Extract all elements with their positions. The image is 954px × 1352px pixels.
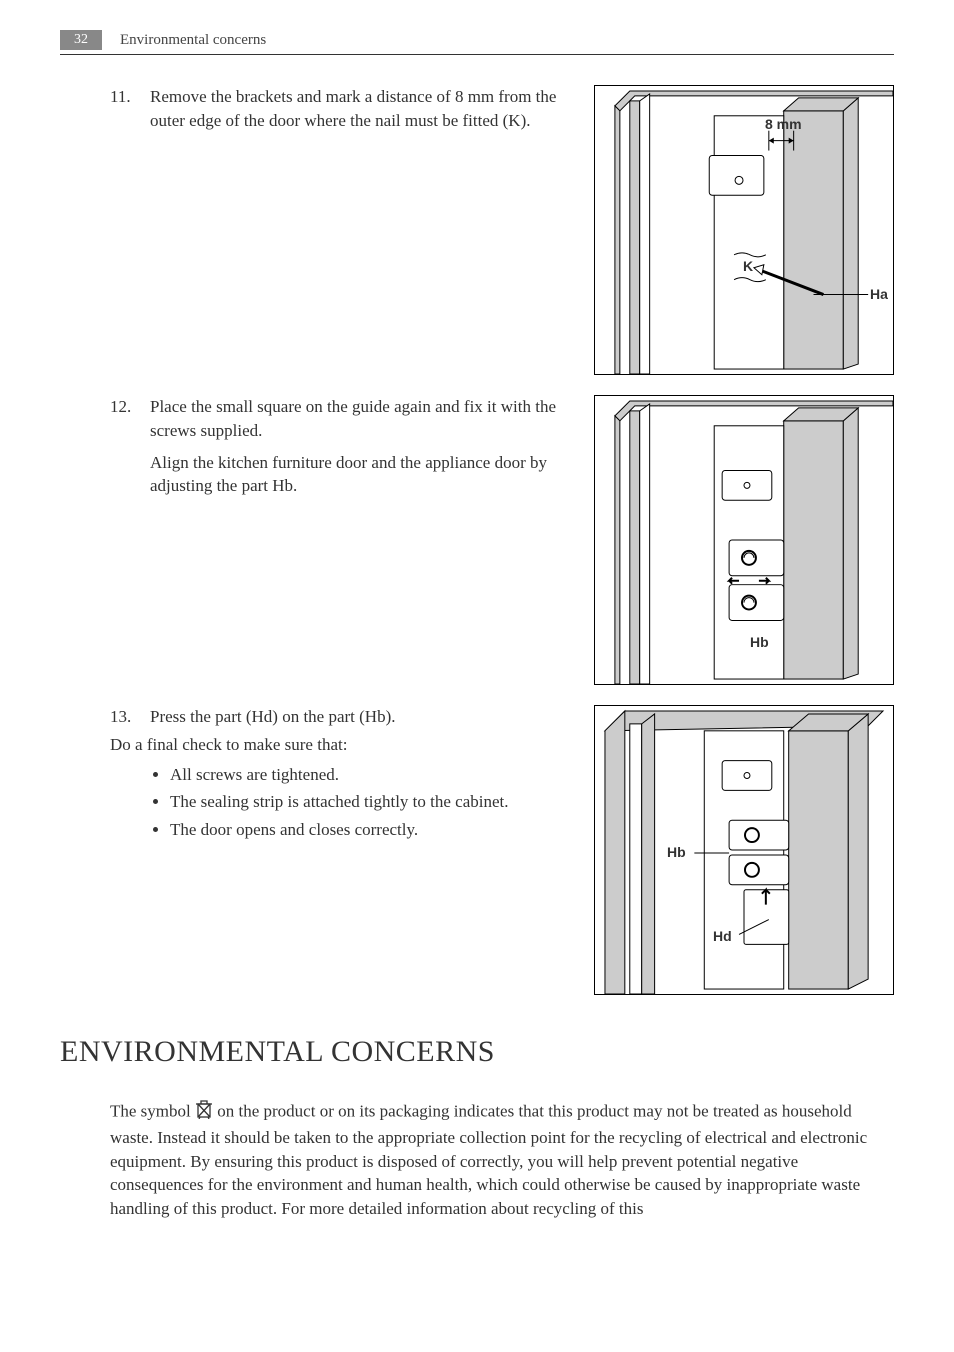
env-suffix: on the product or on its packaging indic… — [110, 1101, 867, 1218]
list-item: The door opens and closes correctly. — [170, 818, 574, 842]
step-body: Remove the brackets and mark a distance … — [150, 85, 574, 133]
step-sub: Align the kitchen furniture door and the… — [150, 451, 574, 499]
step-text: 12. Place the small square on the guide … — [110, 395, 574, 685]
list-item: All screws are tightened. — [170, 763, 574, 787]
label-hb: Hb — [750, 634, 769, 650]
diagram-step-13: Hb Hd — [594, 705, 894, 995]
check-intro: Do a final check to make sure that: — [110, 733, 574, 757]
recycle-bin-icon — [195, 1099, 213, 1126]
step-number: 12. — [110, 395, 142, 443]
diagram-step-12: Hb — [594, 395, 894, 685]
env-body: The symbol on the product or on its pack… — [60, 1099, 894, 1221]
page-number-box: 32 — [60, 30, 102, 50]
page-header: 32 Environmental concerns — [60, 30, 894, 55]
step-number: 13. — [110, 705, 142, 729]
label-hb2: Hb — [667, 844, 686, 860]
instruction-step-12: 12. Place the small square on the guide … — [60, 395, 894, 685]
diagram-step-11: 8 mm K Ha — [594, 85, 894, 375]
step-text: 11. Remove the brackets and mark a dista… — [110, 85, 574, 375]
step-body: Press the part (Hd) on the part (Hb). — [150, 705, 396, 729]
page-number: 32 — [74, 32, 88, 47]
label-ha: Ha — [870, 286, 888, 302]
label-8mm: 8 mm — [765, 116, 802, 132]
step-body: Place the small square on the guide agai… — [150, 395, 574, 443]
instruction-step-11: 11. Remove the brackets and mark a dista… — [60, 85, 894, 375]
env-prefix: The symbol — [110, 1101, 195, 1120]
instruction-step-13: 13. Press the part (Hd) on the part (Hb)… — [60, 705, 894, 995]
step-number: 11. — [110, 85, 142, 133]
label-hd: Hd — [713, 928, 732, 944]
header-section-title: Environmental concerns — [120, 32, 266, 49]
check-list: All screws are tightened. The sealing st… — [170, 763, 574, 842]
label-k: K — [743, 258, 753, 274]
step-text: 13. Press the part (Hd) on the part (Hb)… — [110, 705, 574, 995]
env-heading: ENVIRONMENTAL CONCERNS — [60, 1035, 894, 1069]
list-item: The sealing strip is attached tightly to… — [170, 790, 574, 814]
